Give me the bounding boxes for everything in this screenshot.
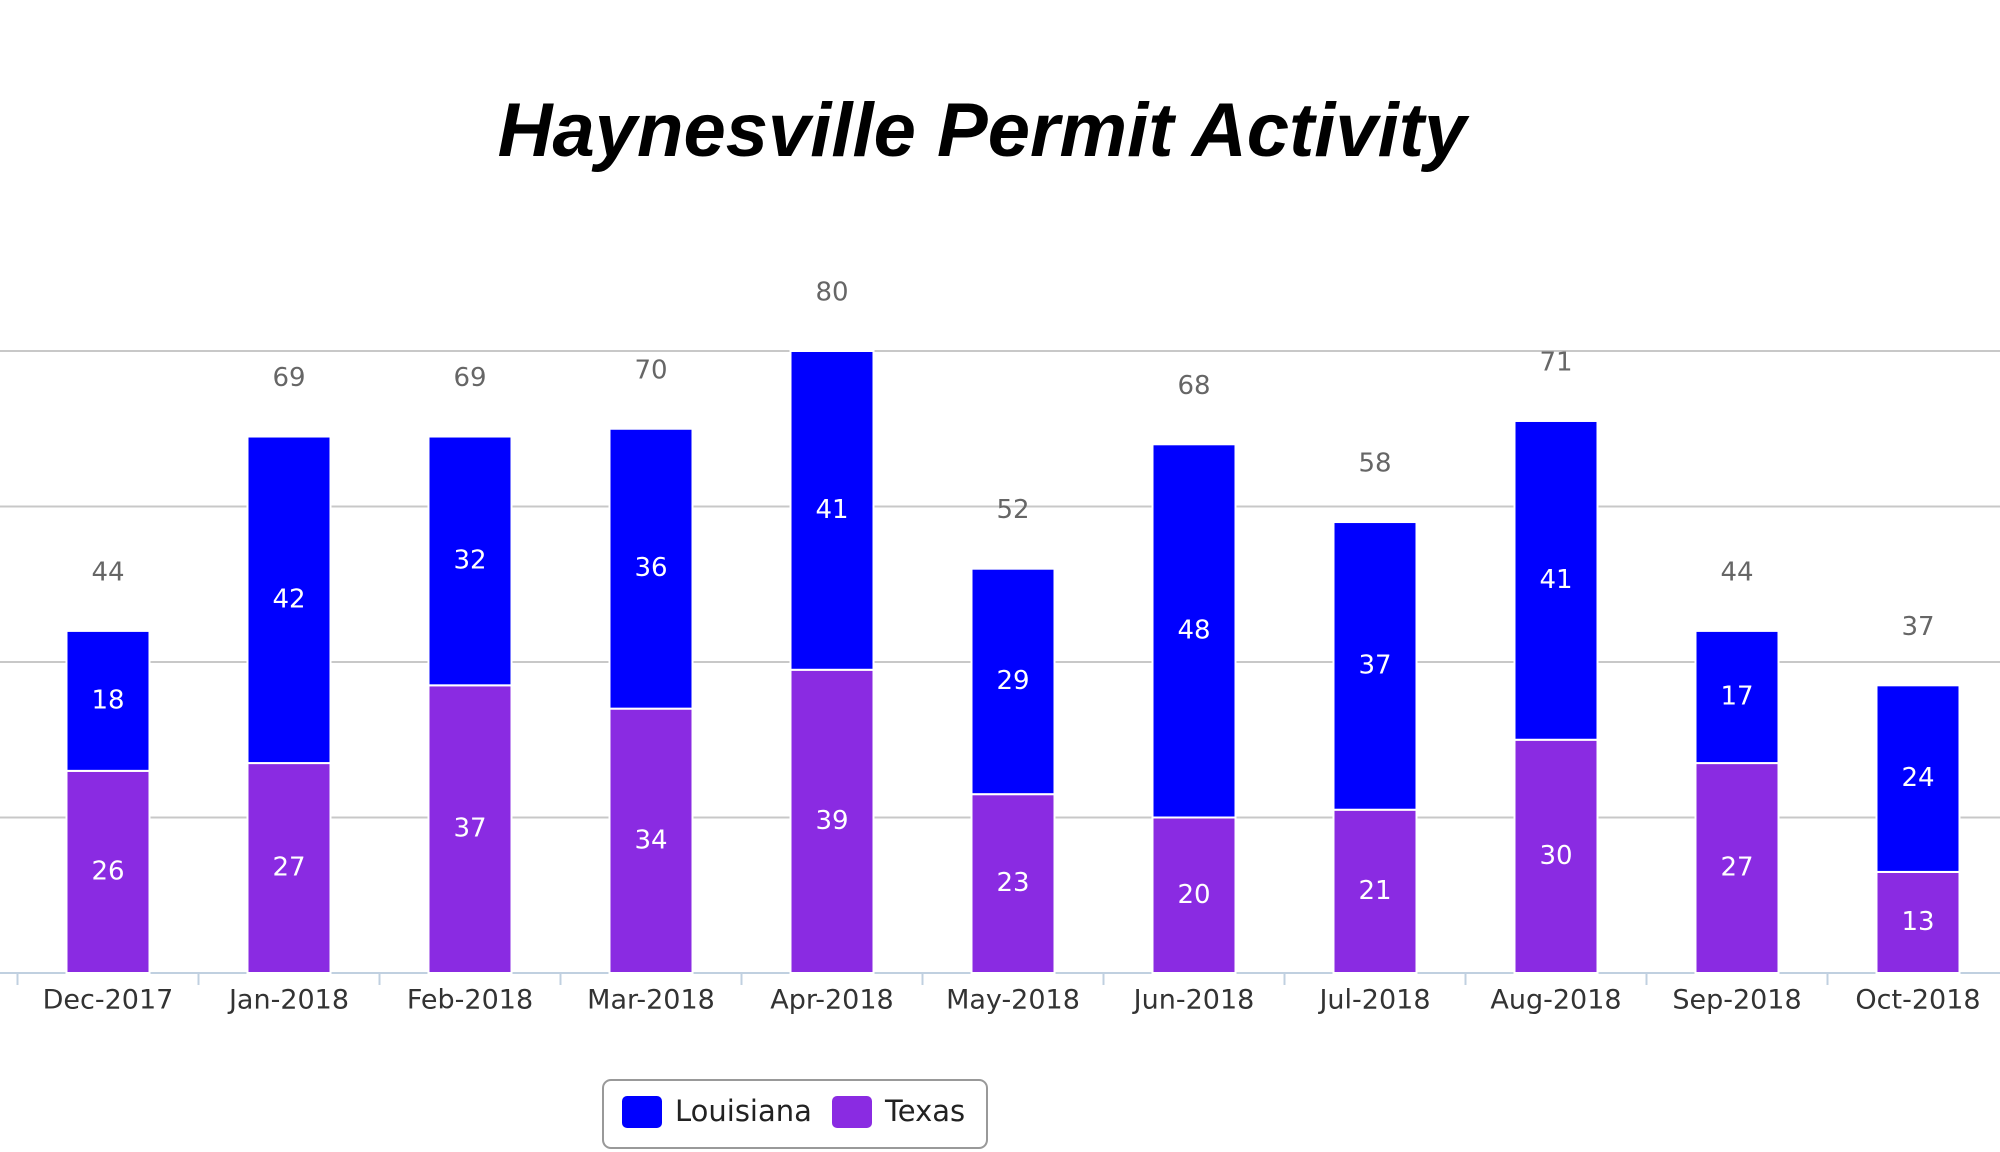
legend-label: Texas [884, 1094, 965, 1128]
x-tick-label: Apr-2018 [770, 985, 893, 1016]
data-label: 18 [91, 685, 124, 715]
data-label: 21 [1358, 876, 1391, 906]
data-label: 34 [634, 825, 667, 855]
legend-swatch [622, 1096, 662, 1128]
data-label: 48 [1177, 615, 1210, 645]
total-label: 80 [815, 278, 848, 308]
x-tick-label: Feb-2018 [407, 985, 533, 1016]
x-tick-label: May-2018 [946, 985, 1080, 1016]
bar-segment [427, 684, 513, 974]
data-label: 13 [1901, 907, 1934, 937]
x-tick-label: Jun-2018 [1132, 985, 1255, 1016]
data-label: 36 [634, 553, 667, 583]
x-tick-label: Mar-2018 [587, 985, 715, 1016]
legend-label: Louisiana [675, 1094, 812, 1128]
data-label: 17 [1720, 681, 1753, 711]
bar-segment [246, 435, 332, 765]
x-tick-label: Sep-2018 [1672, 985, 1801, 1016]
chart-title: Haynesville Permit Activity [498, 88, 1470, 173]
bar-segment [1332, 521, 1418, 811]
bar-segment [970, 793, 1056, 974]
total-label: 70 [634, 355, 667, 385]
data-label: 24 [1901, 763, 1934, 793]
data-label: 39 [815, 806, 848, 836]
data-label: 30 [1539, 841, 1572, 871]
data-label: 23 [996, 868, 1029, 898]
data-label: 32 [453, 545, 486, 575]
bar-segment [427, 435, 513, 687]
bar-segment [1694, 629, 1780, 765]
total-label: 58 [1358, 449, 1391, 479]
bar-segment [1513, 419, 1599, 741]
data-label: 26 [91, 856, 124, 886]
total-label: 71 [1539, 347, 1572, 377]
bar-segment [970, 567, 1056, 796]
x-tick-label: Jan-2018 [227, 985, 349, 1016]
bar-segment [1513, 738, 1599, 974]
total-label: 37 [1901, 612, 1934, 642]
bar-segment [65, 629, 151, 772]
x-tick-label: Jul-2018 [1317, 985, 1430, 1016]
data-label: 42 [272, 584, 305, 614]
bar-segment [608, 707, 694, 975]
bar-segment [1875, 684, 1961, 873]
bar-segment [246, 762, 332, 975]
total-label: 52 [996, 495, 1029, 525]
total-label: 69 [272, 363, 305, 393]
bar-segment [608, 427, 694, 710]
data-label: 27 [272, 853, 305, 883]
total-label: 69 [453, 363, 486, 393]
data-label: 37 [453, 814, 486, 844]
data-label: 41 [1539, 565, 1572, 595]
total-label: 68 [1177, 371, 1210, 401]
bar-segment [789, 350, 875, 671]
bar-segment [1694, 762, 1780, 975]
total-label: 44 [1720, 557, 1753, 587]
bar-segment [1151, 443, 1237, 819]
data-label: 37 [1358, 650, 1391, 680]
bar-segment [789, 668, 875, 975]
x-tick-label: Oct-2018 [1855, 985, 1980, 1016]
x-tick-label: Dec-2017 [43, 985, 174, 1016]
legend-swatch [832, 1096, 872, 1128]
legend-box [602, 1079, 988, 1149]
data-label: 27 [1720, 853, 1753, 883]
total-label: 44 [91, 557, 124, 587]
bar-segment [1151, 816, 1237, 974]
data-label: 41 [815, 495, 848, 525]
data-label: 20 [1177, 880, 1210, 910]
data-label: 29 [996, 666, 1029, 696]
x-tick-label: Aug-2018 [1490, 985, 1621, 1016]
